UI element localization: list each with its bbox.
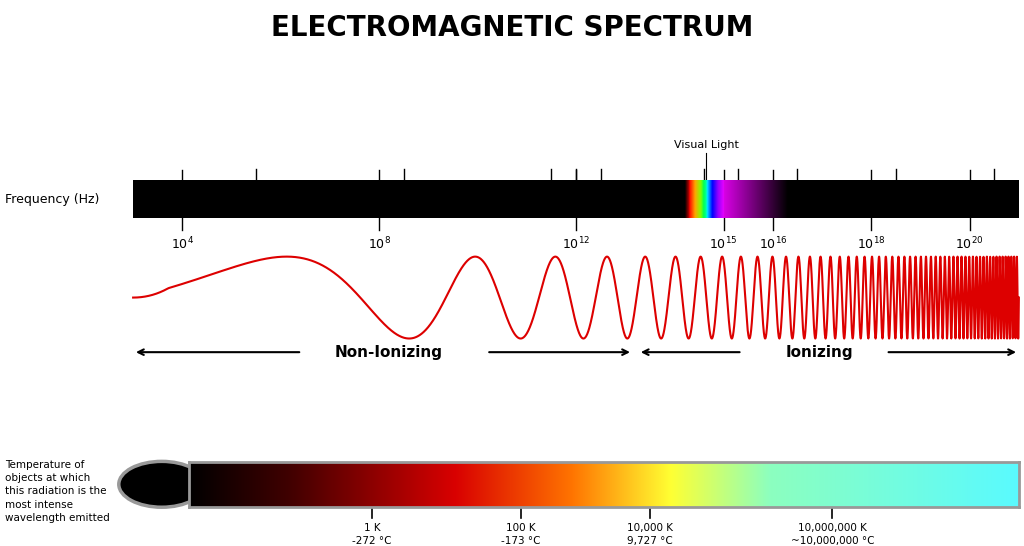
Text: $10^{8}$: $10^{8}$ [368, 236, 391, 252]
Text: 10,000,000 K
~10,000,000 °C: 10,000,000 K ~10,000,000 °C [791, 523, 874, 546]
Text: Frequency (Hz): Frequency (Hz) [5, 193, 99, 206]
Text: ELECTROMAGNETIC SPECTRUM: ELECTROMAGNETIC SPECTRUM [270, 14, 754, 41]
Text: $10^{15}$: $10^{15}$ [710, 236, 738, 252]
Text: 10,000 K
9,727 °C: 10,000 K 9,727 °C [627, 523, 673, 546]
Text: $10^{18}$: $10^{18}$ [857, 236, 886, 252]
Text: $10^{16}$: $10^{16}$ [759, 236, 787, 252]
Text: 100 K
-173 °C: 100 K -173 °C [502, 523, 541, 546]
Text: $10^{4}$: $10^{4}$ [171, 236, 194, 252]
Text: Non-Ionizing: Non-Ionizing [335, 345, 443, 360]
Text: Temperature of
objects at which
this radiation is the
most intense
wavelength em: Temperature of objects at which this rad… [5, 460, 110, 523]
Text: $10^{20}$: $10^{20}$ [955, 236, 984, 252]
Text: Ionizing: Ionizing [785, 345, 853, 360]
Text: 1 K
-272 °C: 1 K -272 °C [352, 523, 391, 546]
Text: Visual Light: Visual Light [674, 140, 739, 150]
Text: $10^{12}$: $10^{12}$ [562, 236, 590, 252]
Circle shape [119, 461, 205, 507]
